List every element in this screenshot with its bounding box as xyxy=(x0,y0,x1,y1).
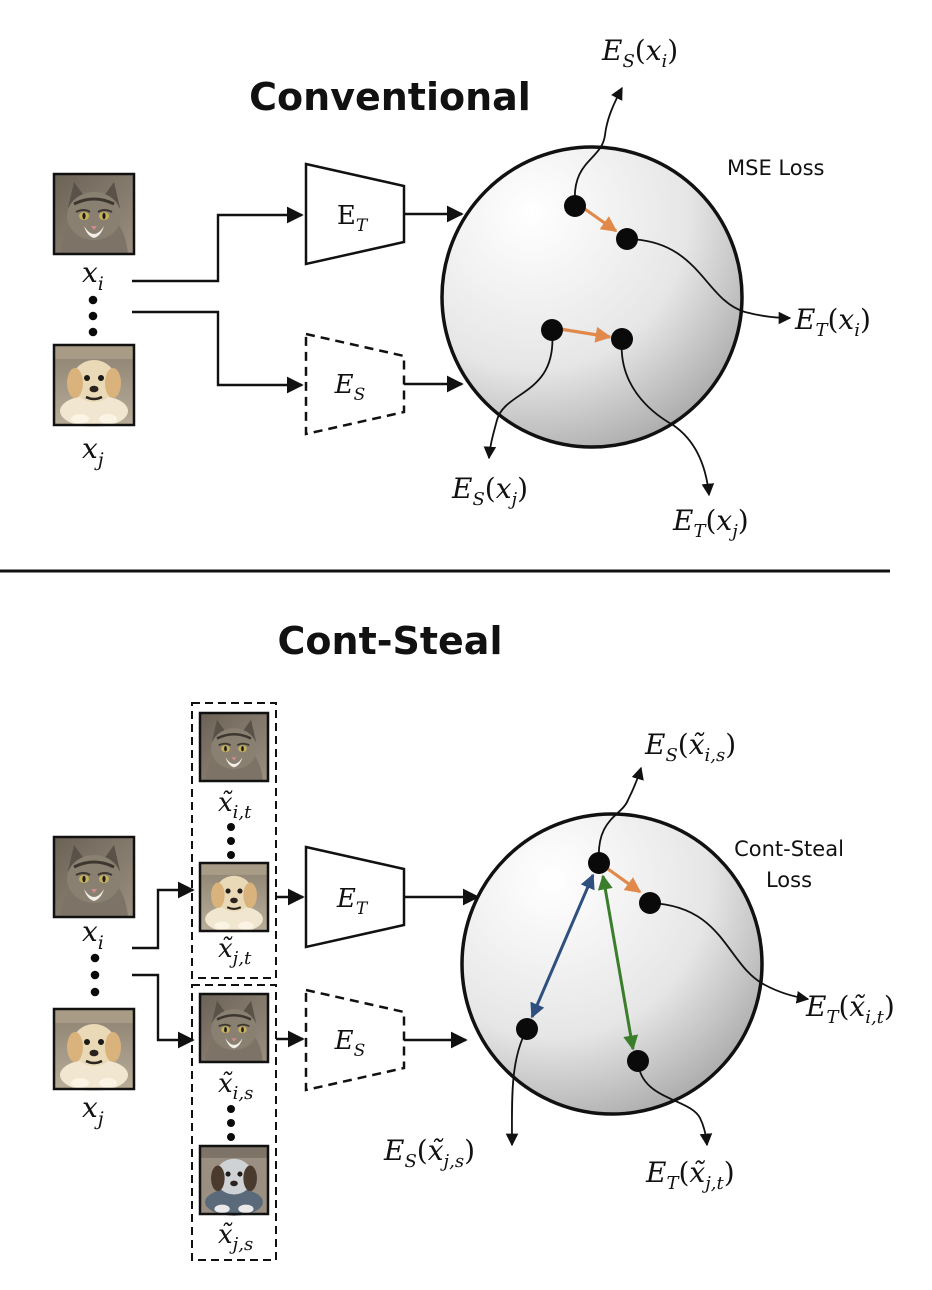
ellipsis-dot xyxy=(88,327,98,337)
student-encoder xyxy=(304,332,406,436)
route-to-teacher xyxy=(132,206,304,283)
teacher-encoder xyxy=(304,162,406,266)
dog-photo-icon xyxy=(198,1144,270,1216)
ellipsis-dot xyxy=(90,987,100,997)
point-et-xit xyxy=(639,892,661,914)
student-augment-group xyxy=(191,984,277,1261)
ellipsis-dot xyxy=(90,953,100,963)
leader-es-xis xyxy=(598,766,644,863)
embedding-space-sphere-2 xyxy=(460,812,764,1116)
aug-xis-label: x̃i,s xyxy=(218,1069,253,1104)
ellipsis-dot xyxy=(227,851,235,859)
point-es-xjs xyxy=(516,1018,538,1040)
ellipsis-dot xyxy=(88,295,98,305)
route-to-teacher-aug xyxy=(132,881,195,950)
ellipsis-dot xyxy=(90,970,100,980)
point-et-xi xyxy=(616,228,638,250)
dog-photo-icon xyxy=(198,861,270,934)
mse-arrow-j xyxy=(559,326,612,343)
contrast-arrow-teacher-negative xyxy=(597,874,639,1051)
ellipsis-dot xyxy=(227,823,235,831)
dog-photo-icon xyxy=(52,1007,136,1093)
point-et-xj xyxy=(611,328,633,350)
student-encoder-2 xyxy=(304,988,406,1092)
leader-es-xj xyxy=(483,329,554,460)
teacher-encoder-2 xyxy=(304,845,406,949)
point-es-xi xyxy=(564,195,586,217)
route-to-student xyxy=(132,310,304,394)
teacher-encoder-label: ET xyxy=(337,201,369,236)
ellipsis-dot xyxy=(227,837,235,845)
leader-et-xj xyxy=(620,338,715,497)
leader-es-xjs xyxy=(505,1028,528,1147)
point-es-xj xyxy=(541,319,563,341)
label-es-xis: ES(x̃i,s) xyxy=(644,728,736,766)
input-xj-label-2: xj xyxy=(82,1091,104,1130)
aug-xjs-label: x̃j,s xyxy=(218,1220,253,1255)
label-es-xjs: ES(x̃j,s) xyxy=(383,1134,475,1172)
cat-photo-icon xyxy=(198,711,270,783)
label-et-xjt: ET(x̃j,t) xyxy=(645,1156,735,1194)
label-et-xj: ET(xj) xyxy=(672,504,749,542)
cat-photo-icon xyxy=(52,172,136,256)
ellipsis-dot xyxy=(227,1119,235,1127)
point-et-xjt xyxy=(627,1050,649,1072)
conventional-title: Conventional xyxy=(249,75,531,119)
label-es-xi: ES(xi) xyxy=(601,34,678,72)
input-xj-label: xj xyxy=(82,432,104,471)
teacher-augment-group xyxy=(191,702,277,979)
teacher-encoder-label-2: ET xyxy=(336,884,369,919)
label-es-xj: ES(xj) xyxy=(451,472,528,510)
cont-steal-loss-label-1: Cont-Steal xyxy=(734,837,844,861)
leader-et-xi xyxy=(626,238,792,325)
embedding-space-sphere xyxy=(440,145,744,449)
cont-steal-title: Cont-Steal xyxy=(278,619,503,663)
label-et-xi: ET(xi) xyxy=(794,303,871,341)
ellipsis-dot xyxy=(227,1133,235,1141)
leader-et-xit xyxy=(649,902,810,1004)
label-et-xit: ET(x̃i,t) xyxy=(805,990,895,1028)
ellipsis-dot xyxy=(227,1105,235,1113)
route-to-student-aug xyxy=(132,973,195,1049)
cont-steal-loss-label-2: Loss xyxy=(766,868,812,892)
dog-photo-icon xyxy=(52,343,136,429)
aug-xjt-label: x̃j,t xyxy=(218,934,252,969)
cont-steal-section: Cont-Steal xi xj x̃i,t x̃j,t xyxy=(52,619,895,1261)
input-xi-label: xi xyxy=(82,256,104,295)
conventional-section: Conventional xi xj ET ES MSE Loss xyxy=(52,34,871,542)
leader-et-xjt xyxy=(637,1060,713,1147)
mse-loss-label: MSE Loss xyxy=(727,156,824,180)
ellipsis-dot xyxy=(88,311,98,321)
cat-photo-icon xyxy=(198,992,270,1064)
contrast-arrow-student-negative xyxy=(530,873,595,1019)
cat-photo-icon xyxy=(52,835,136,919)
aug-xit-label: x̃i,t xyxy=(218,788,252,823)
input-xi-label-2: xi xyxy=(82,915,104,954)
mse-arrow-i xyxy=(581,205,618,233)
point-es-xis xyxy=(588,852,610,874)
leader-es-xi xyxy=(574,86,623,204)
